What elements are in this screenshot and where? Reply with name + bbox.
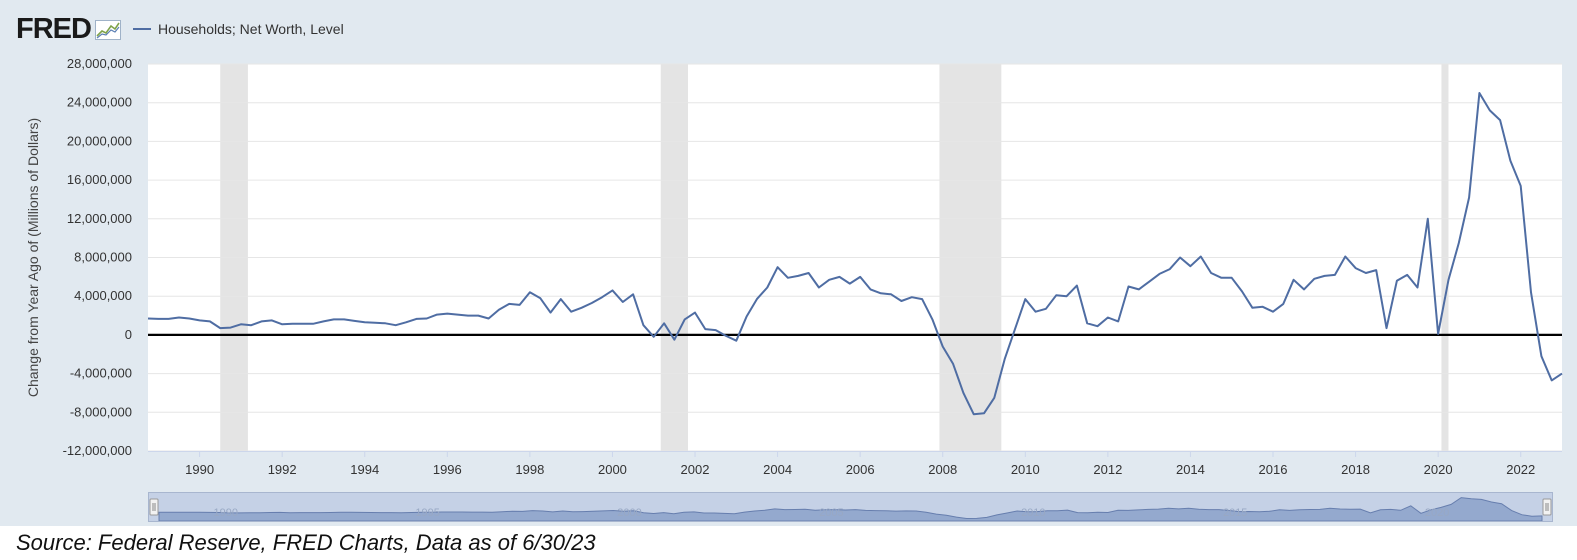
x-tick-label: 1996 xyxy=(433,462,462,477)
y-axis-title: Change from Year Ago of (Millions of Dol… xyxy=(25,118,41,397)
navigator-label: 1990 xyxy=(213,507,237,519)
line-chart-icon xyxy=(94,20,121,40)
legend-swatch xyxy=(132,28,151,30)
legend-label: Households; Net Worth, Level xyxy=(157,21,344,37)
y-tick-label: 16,000,000 xyxy=(67,172,132,187)
navigator-label: 2015 xyxy=(1223,507,1247,519)
time-navigator[interactable]: 1990 1995 2000 2005 2010 2015 2020 xyxy=(148,492,1553,522)
navigator-label: 2000 xyxy=(617,507,641,519)
x-tick-label: 2002 xyxy=(681,462,710,477)
y-tick-label: 12,000,000 xyxy=(67,211,132,226)
navigator-label: 2010 xyxy=(1021,507,1045,519)
x-tick-label: 2000 xyxy=(598,462,627,477)
y-tick-label: 4,000,000 xyxy=(74,288,132,303)
x-tick-label: 2014 xyxy=(1176,462,1205,477)
x-tick-label: 2016 xyxy=(1259,462,1288,477)
chart-area: 28,000,000 24,000,000 20,000,000 16,000,000… xyxy=(25,56,1563,477)
x-tick-label: 2020 xyxy=(1424,462,1453,477)
navigator-handle-left[interactable] xyxy=(149,498,159,516)
source-note: Source: Federal Reserve, FRED Charts, Da… xyxy=(16,530,596,555)
y-tick-label: -12,000,000 xyxy=(63,443,132,458)
y-tick-label: 24,000,000 xyxy=(67,95,132,110)
fred-logo[interactable]: FRED xyxy=(16,12,92,45)
x-tick-label: 2010 xyxy=(1011,462,1040,477)
chart-legend[interactable]: Households; Net Worth, Level xyxy=(132,21,344,37)
x-tick-label: 2018 xyxy=(1341,462,1370,477)
navigator-label: 2020 xyxy=(1425,507,1449,519)
y-tick-label: -8,000,000 xyxy=(70,404,132,419)
series-line-net-worth xyxy=(147,92,1563,416)
x-tick-label: 2008 xyxy=(928,462,957,477)
x-tick-label: 1992 xyxy=(268,462,297,477)
navigator-area xyxy=(158,497,1543,522)
x-tick-label: 1990 xyxy=(185,462,214,477)
y-tick-label: -4,000,000 xyxy=(70,366,132,381)
y-tick-label: 20,000,000 xyxy=(67,133,132,148)
navigator-label: 1995 xyxy=(415,507,439,519)
x-tick-label: 1998 xyxy=(515,462,544,477)
navigator-handle-right[interactable] xyxy=(1542,498,1552,516)
x-tick-label: 2022 xyxy=(1506,462,1535,477)
x-tick-label: 2006 xyxy=(846,462,875,477)
navigator-label: 2005 xyxy=(819,507,843,519)
x-tick-label: 2012 xyxy=(1093,462,1122,477)
x-tick-label: 1994 xyxy=(350,462,379,477)
y-tick-label: 8,000,000 xyxy=(74,250,132,265)
chart-header: FRED Households; Net Worth, Level xyxy=(16,12,344,46)
y-tick-label: 28,000,000 xyxy=(67,56,132,71)
y-tick-label: 0 xyxy=(125,327,132,342)
x-tick-label: 2004 xyxy=(763,462,792,477)
navigator-overview[interactable]: 1990 1995 2000 2005 2010 2015 2020 xyxy=(149,493,1552,522)
